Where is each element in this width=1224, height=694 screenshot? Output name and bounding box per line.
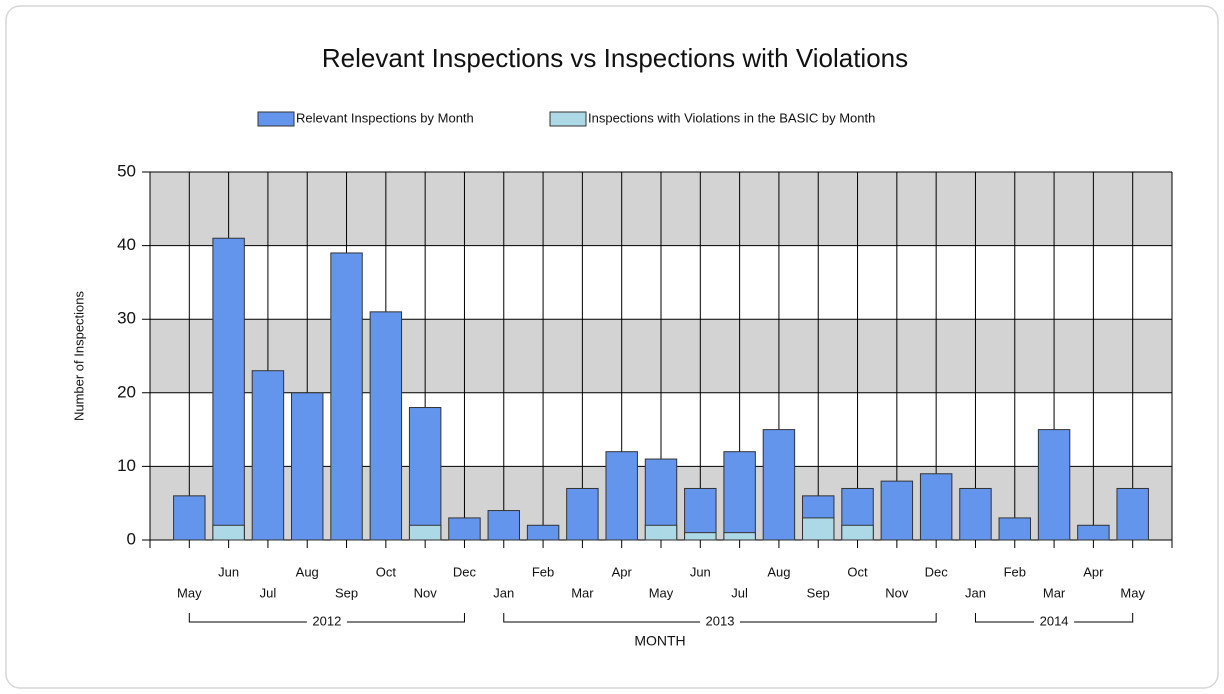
x-tick-label: Dec [453,564,477,579]
bar [212,524,245,541]
bar [919,473,953,541]
x-tick-label: May [177,585,202,600]
x-tick-label: Jul [731,585,748,600]
bar [684,487,717,541]
bar [802,517,835,541]
y-tick-label: 0 [127,529,136,548]
x-tick-label: Jun [218,564,239,579]
bar [1077,524,1110,541]
bar [408,524,442,541]
x-tick-label: Jul [260,585,277,600]
bar [251,370,285,541]
x-tick-label: Aug [296,564,319,579]
x-tick-label: Jan [493,585,514,600]
bar [1116,487,1149,541]
bar [841,524,874,541]
x-tick-label: Dec [925,564,949,579]
bar [684,532,717,541]
x-tick-label: Jan [965,585,986,600]
legend-swatch [549,111,587,127]
bar [448,517,481,541]
y-tick-label: 50 [117,161,136,180]
x-tick-label: Feb [532,564,554,579]
bar [330,252,363,541]
x-tick-label: Sep [807,585,830,600]
bar [762,429,796,541]
group-label-bg [1034,614,1075,630]
bar [723,532,756,541]
x-tick-label: Feb [1004,564,1026,579]
bar [173,495,206,541]
y-tick-label: 10 [117,456,136,475]
bar [644,524,678,541]
x-axis-label: MONTH [634,633,685,649]
bar [566,487,599,541]
x-tick-label: Apr [612,564,633,579]
group-label: 2014 [1040,613,1069,628]
bar [1037,429,1071,541]
chart-title: Relevant Inspections vs Inspections with… [322,43,908,73]
y-tick-label: 40 [117,235,136,254]
y-tick-label: 20 [117,382,136,401]
legend-swatch [257,111,295,127]
x-tick-label: Sep [335,585,358,600]
x-tick-label: Nov [414,585,438,600]
bar [487,510,520,541]
bar [723,451,756,541]
x-tick-label: Aug [767,564,790,579]
group-label-bg [699,614,740,630]
x-tick-label: Mar [571,585,594,600]
bar [998,517,1031,541]
x-tick-label: May [1120,585,1145,600]
y-tick-label: 30 [117,309,136,328]
x-tick-label: Oct [376,564,397,579]
bar [212,237,245,541]
bar [526,524,560,541]
bar [369,311,403,541]
x-tick-label: Nov [885,585,909,600]
x-tick-label: Oct [847,564,868,579]
group-label-bg [306,614,347,630]
group-label: 2012 [312,613,341,628]
x-tick-label: Apr [1083,564,1104,579]
x-tick-label: May [649,585,674,600]
bar [408,407,442,541]
x-tick-label: Mar [1043,585,1066,600]
y-axis-label: Number of Inspections [71,290,86,421]
legend-label: Inspections with Violations in the BASIC… [588,110,875,125]
bar [880,480,914,541]
bar [605,451,638,541]
group-label: 2013 [706,613,735,628]
x-tick-label: Jun [690,564,711,579]
bar [959,487,992,541]
bar [291,392,324,541]
legend-label: Relevant Inspections by Month [296,110,474,125]
